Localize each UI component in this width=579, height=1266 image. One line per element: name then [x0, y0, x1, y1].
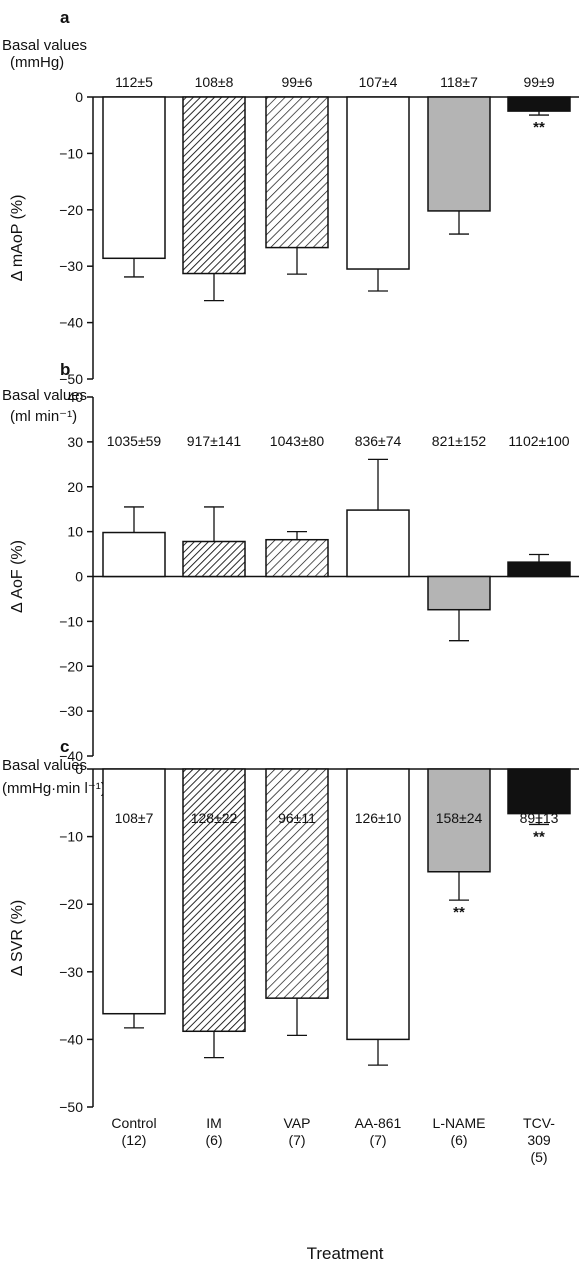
basal-value: 99±6	[281, 74, 312, 90]
bar-tcv-309	[507, 768, 571, 815]
y-axis-label: Δ SVR (%)	[9, 900, 26, 976]
basal-value: 89±13	[520, 810, 559, 826]
y-tick-label: 10	[67, 524, 83, 540]
category-label: (7)	[369, 1132, 386, 1148]
basal-value: 118±7	[440, 74, 478, 90]
basal-value: 126±10	[355, 810, 402, 826]
category-label: (5)	[530, 1149, 547, 1165]
basal-value: 128±22	[191, 810, 238, 826]
y-tick-label: −40	[59, 315, 83, 331]
category-label: AA-861	[355, 1115, 402, 1131]
y-tick-label: 0	[75, 89, 83, 105]
basal-value: 107±4	[359, 74, 398, 90]
category-label: IM	[206, 1115, 222, 1131]
bar-control	[102, 531, 166, 578]
bar-vap	[265, 768, 329, 999]
y-tick-label: 30	[67, 434, 83, 450]
basal-values-title: Basal values	[2, 387, 87, 404]
y-tick-label: 40	[67, 389, 83, 405]
y-tick-label: −10	[59, 613, 83, 629]
bar-aa-861	[346, 509, 410, 578]
y-tick-label: −40	[59, 748, 83, 764]
y-tick-label: 20	[67, 479, 83, 495]
x-axis-label: Treatment	[307, 1244, 384, 1263]
bar-aa-861	[346, 96, 410, 270]
basal-values-title: (ml min⁻¹)	[10, 408, 77, 425]
panel-letter: b	[60, 360, 70, 379]
category-label: Control	[111, 1115, 156, 1131]
basal-value: 99±9	[523, 74, 554, 90]
bar-l-name	[427, 96, 491, 212]
bar-tcv-309	[507, 96, 571, 112]
y-axis-label: Δ mAoP (%)	[9, 195, 26, 282]
significance-marker: **	[533, 828, 545, 845]
y-tick-label: −40	[59, 1031, 83, 1047]
y-tick-label: −20	[59, 896, 83, 912]
basal-value: 836±74	[355, 433, 402, 449]
bar-im	[182, 540, 246, 578]
panel-letter: c	[60, 737, 69, 756]
y-tick-label: −30	[59, 258, 83, 274]
basal-value: 821±152	[432, 433, 487, 449]
category-label: (6)	[450, 1132, 467, 1148]
y-tick-label: −20	[59, 202, 83, 218]
basal-value: 112±5	[115, 74, 153, 90]
category-label: L-NAME	[433, 1115, 486, 1131]
bar-vap	[265, 538, 329, 578]
significance-marker: **	[533, 119, 545, 136]
basal-values-title: Basal values	[2, 757, 87, 774]
basal-value: 108±7	[115, 810, 154, 826]
significance-marker: **	[453, 904, 465, 921]
basal-value: 1043±80	[270, 433, 325, 449]
basal-value: 917±141	[187, 433, 242, 449]
basal-value: 1102±100	[508, 433, 569, 449]
panel-b: b Basal values (ml min⁻¹) 40 30 20 10 0 −10 −20 −3…	[2, 360, 579, 764]
panel-a: a Basal values(mmHg) 0 −10 −20 −30 −40 −50 Δ mAo…	[2, 8, 579, 387]
y-tick-label: −10	[59, 829, 83, 845]
bar-vap	[265, 96, 329, 249]
basal-value: 96±11	[278, 810, 316, 826]
y-tick-label: 0	[75, 761, 83, 777]
y-axis-label: Δ AoF (%)	[9, 540, 26, 613]
y-tick-label: −10	[59, 145, 83, 161]
bar-aa-861	[346, 768, 410, 1041]
y-tick-label: −50	[59, 1099, 83, 1115]
basal-values-title: (mmHg·min l⁻¹)	[2, 780, 106, 797]
category-label: TCV-	[523, 1115, 555, 1131]
bar-im	[182, 768, 246, 1033]
category-label: VAP	[284, 1115, 311, 1131]
y-tick-label: 0	[75, 569, 83, 585]
basal-value: 108±8	[195, 74, 234, 90]
category-label: (7)	[288, 1132, 305, 1148]
basal-value: 158±24	[436, 810, 483, 826]
category-label: (12)	[122, 1132, 147, 1148]
bar-im	[182, 96, 246, 275]
y-tick-label: −20	[59, 658, 83, 674]
bar-control	[102, 96, 166, 260]
y-tick-label: −30	[59, 964, 83, 980]
panel-letter: a	[60, 8, 70, 27]
category-label: 309	[527, 1132, 551, 1148]
bar-l-name	[427, 768, 491, 873]
bar-control	[102, 768, 166, 1015]
bar-tcv-309	[507, 561, 571, 578]
bar-l-name	[427, 575, 491, 611]
basal-value: 1035±59	[107, 433, 162, 449]
y-tick-label: −50	[59, 371, 83, 387]
category-label: (6)	[205, 1132, 222, 1148]
basal-values-title: (mmHg)	[10, 54, 64, 71]
y-tick-label: −30	[59, 703, 83, 719]
basal-values-title: Basal values	[2, 37, 87, 54]
